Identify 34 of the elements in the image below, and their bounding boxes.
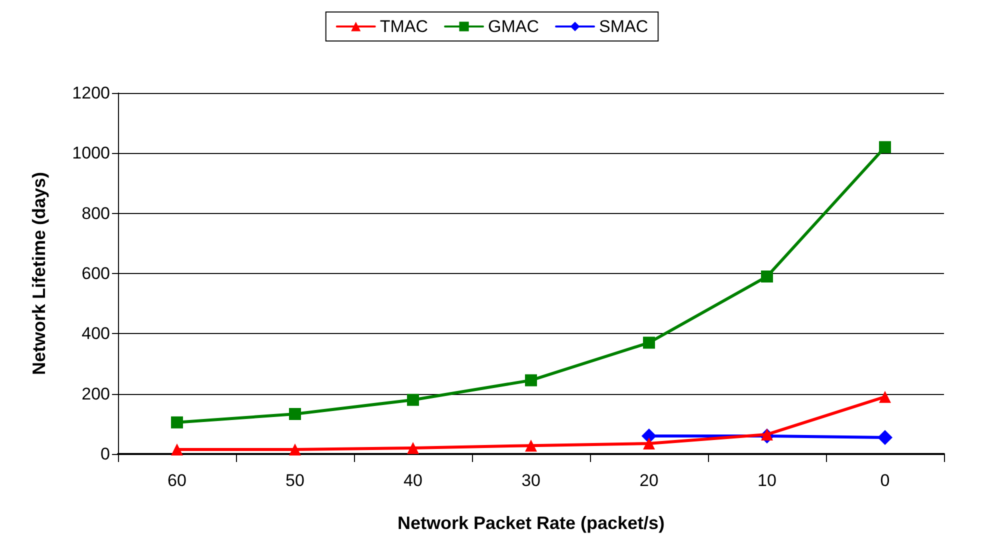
point xyxy=(525,440,537,452)
point xyxy=(289,408,301,420)
point xyxy=(761,270,773,283)
y-axis-title: Network Lifetime (days) xyxy=(29,172,49,376)
point xyxy=(525,374,537,386)
x-axis-title: Network Packet Rate (packet/s) xyxy=(397,513,665,533)
point xyxy=(878,430,892,445)
y-tick-label: 400 xyxy=(82,324,110,344)
y-tick-label: 1200 xyxy=(72,84,110,102)
legend-label: GMAC xyxy=(488,17,540,36)
y-tick-label: 200 xyxy=(82,384,110,404)
x-tick-label: 20 xyxy=(640,471,658,490)
x-tick-label: 50 xyxy=(286,471,304,490)
point xyxy=(761,428,773,440)
x-tick-label: 40 xyxy=(404,471,422,490)
y-tick-label: 1000 xyxy=(72,144,110,163)
y-tick-label: 800 xyxy=(82,204,110,223)
point xyxy=(879,141,891,154)
point xyxy=(643,437,655,450)
point xyxy=(171,416,183,428)
point xyxy=(289,443,301,456)
x-tick-label: 30 xyxy=(522,471,540,490)
x-tick-label: 0 xyxy=(880,471,890,490)
legend-label: SMAC xyxy=(599,17,648,36)
y-tick-label: 600 xyxy=(82,264,110,283)
point xyxy=(643,336,655,349)
x-tick-label: 60 xyxy=(168,471,186,490)
y-tick-label: 0 xyxy=(100,444,110,464)
point xyxy=(407,442,419,454)
point xyxy=(171,443,183,456)
x-tick-label: 10 xyxy=(758,471,776,490)
legend-label: TMAC xyxy=(380,17,428,36)
point xyxy=(407,394,419,406)
point xyxy=(879,390,891,403)
